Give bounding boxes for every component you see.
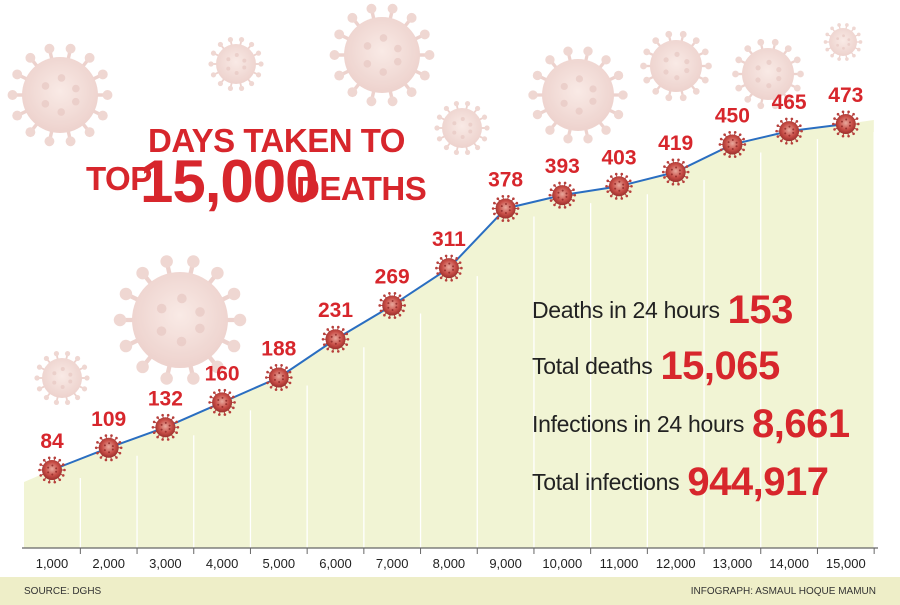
background-virus-icon	[640, 30, 712, 102]
x-tick-label: 9,000	[489, 556, 522, 571]
data-label: 188	[261, 337, 296, 360]
data-point-virus-icon	[661, 158, 690, 186]
data-point-virus-icon	[265, 364, 293, 391]
data-label: 109	[91, 408, 126, 431]
x-tick-label: 6,000	[319, 556, 352, 571]
x-tick-label: 15,000	[826, 556, 866, 571]
stat-label: Total infections	[532, 469, 680, 495]
background-virus-icon	[329, 3, 435, 107]
data-label: 419	[658, 132, 693, 155]
x-tick-label: 13,000	[713, 556, 753, 571]
stat-infections-24h: Infections in 24 hours 8,661	[532, 402, 850, 447]
data-point-virus-icon	[208, 388, 236, 416]
data-label: 473	[828, 84, 863, 107]
data-label: 403	[601, 146, 636, 169]
x-tick-label: 8,000	[433, 556, 466, 571]
stat-value: 153	[727, 288, 794, 332]
area-fill	[24, 120, 874, 548]
stat-value: 8,661	[752, 402, 850, 446]
background-virus-icon	[528, 46, 628, 144]
x-tick-label: 7,000	[376, 556, 409, 571]
data-label: 132	[148, 387, 183, 410]
data-label: 378	[488, 168, 523, 191]
x-tick-label: 2,000	[92, 556, 125, 571]
data-point-virus-icon	[491, 195, 520, 222]
x-tick-label: 3,000	[149, 556, 182, 571]
data-point-virus-icon	[435, 254, 463, 282]
title-top-word: TOP	[86, 160, 152, 197]
stat-value: 15,065	[660, 344, 780, 388]
stat-value: 944,917	[687, 460, 829, 504]
data-label: 84	[40, 430, 64, 453]
x-tick-label: 4,000	[206, 556, 239, 571]
data-point-virus-icon	[94, 434, 123, 462]
stat-label: Deaths in 24 hours	[532, 297, 720, 323]
source-note: SOURCE: DGHS	[24, 586, 102, 597]
title-line1: DAYS TAKEN TO	[148, 122, 405, 159]
data-point-virus-icon	[151, 413, 180, 441]
background-virus-icon	[7, 43, 113, 147]
title-deaths-word: DEATHS	[296, 170, 427, 207]
data-label: 465	[772, 91, 807, 114]
data-label: 269	[375, 265, 410, 288]
data-label: 231	[318, 299, 353, 322]
background-virus-icon	[208, 37, 264, 91]
x-tick-label: 12,000	[656, 556, 696, 571]
data-point-virus-icon	[378, 291, 407, 319]
data-point-virus-icon	[605, 172, 633, 200]
data-point-virus-icon	[548, 181, 577, 209]
data-label: 450	[715, 104, 750, 127]
data-point-virus-icon	[718, 130, 747, 158]
background-virus-icon	[434, 101, 490, 155]
data-point-virus-icon	[321, 325, 350, 353]
background-virus-icon	[34, 351, 90, 405]
stat-total-infections: Total infections 944,917	[532, 460, 829, 505]
stat-total-deaths: Total deaths 15,065	[532, 344, 780, 389]
chart: 1,000 2,000 3,000 4,000 5,000 6,000 7,000 8,000…	[7, 3, 878, 571]
credit-note: INFOGRAPH: ASMAUL HOQUE MAMUN	[690, 586, 876, 597]
title-big-number: 15,000	[140, 148, 319, 215]
x-tick-label: 14,000	[769, 556, 809, 571]
x-tick-label: 10,000	[542, 556, 582, 571]
stat-deaths-24h: Deaths in 24 hours 153	[532, 288, 793, 333]
stat-label: Total deaths	[532, 353, 653, 379]
footer-bar: SOURCE: DGHS INFOGRAPH: ASMAUL HOQUE MAM…	[0, 577, 900, 605]
data-label: 311	[432, 228, 466, 251]
x-tick-label: 1,000	[36, 556, 69, 571]
data-point-virus-icon	[832, 110, 860, 138]
background-virus-icon	[732, 38, 804, 110]
stat-label: Infections in 24 hours	[532, 411, 745, 437]
data-label: 393	[545, 155, 580, 178]
x-tick-label: 5,000	[263, 556, 296, 571]
data-label: 160	[205, 362, 240, 385]
background-virus-icon	[823, 23, 863, 61]
data-point-virus-icon	[38, 456, 66, 484]
data-point-virus-icon	[775, 117, 803, 145]
background-virus-icon	[113, 255, 247, 385]
x-tick-label: 11,000	[600, 556, 639, 571]
